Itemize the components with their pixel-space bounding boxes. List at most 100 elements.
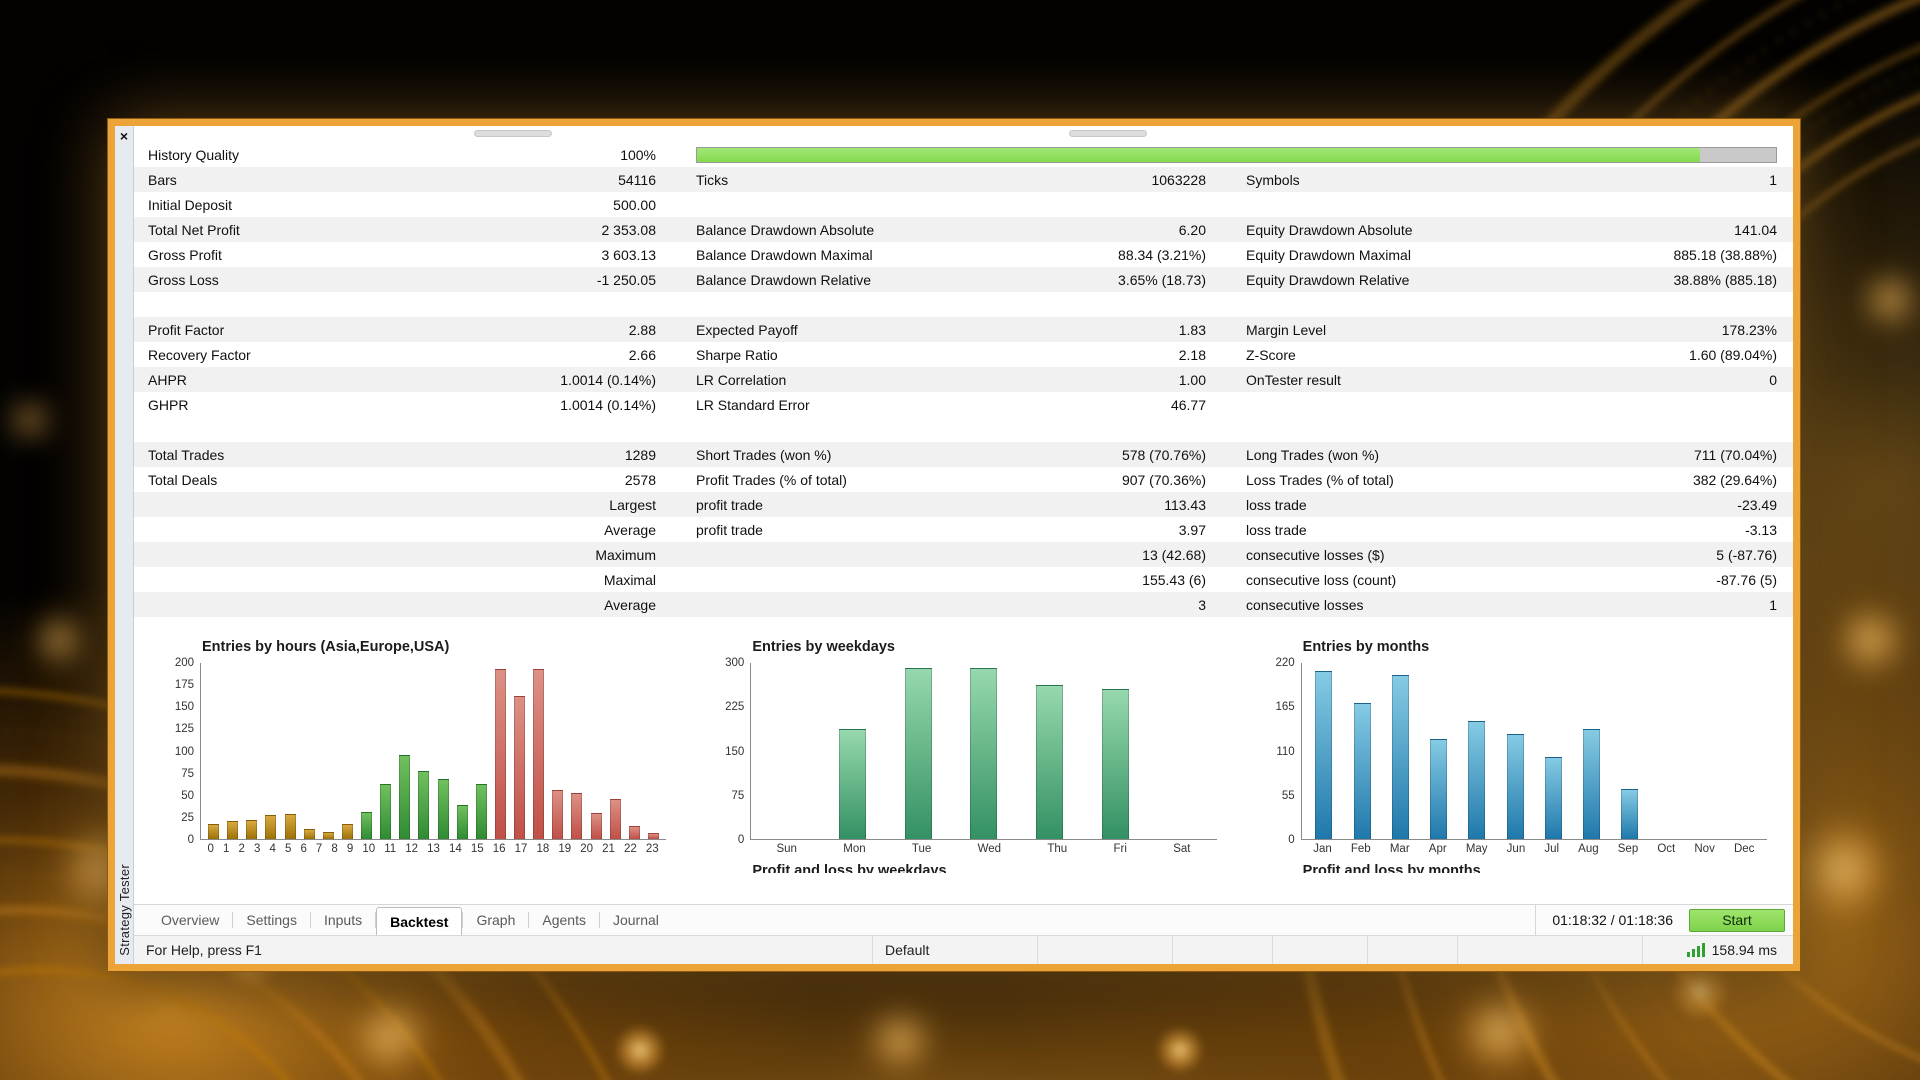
- stats-row: [134, 292, 1793, 317]
- tab-separator: [462, 912, 464, 928]
- stats-row: [134, 417, 1793, 442]
- chart-body: 220 165 110 55 0 Jan Feb Mar Apr May Jun Jul Aug Sep O…: [1265, 657, 1767, 855]
- status-bar: For Help, press F1 Default 158.94 ms: [134, 935, 1793, 964]
- stats-row: History Quality 100%: [134, 142, 1793, 167]
- tab-agents[interactable]: Agents: [542, 912, 586, 928]
- stats-row: Total Deals 2578 Profit Trades (% of total…: [134, 467, 1793, 492]
- tab-bar: Overview Settings Inputs Backtest Graph Agent…: [134, 904, 1793, 935]
- stat-cell: 13 (42.68): [664, 547, 1214, 563]
- stat-value: 2.18: [1178, 346, 1206, 363]
- status-profile[interactable]: Default: [873, 936, 1038, 964]
- bar: [322, 831, 334, 839]
- stat-value: 0: [1769, 371, 1777, 388]
- stat-value: 1289: [624, 446, 656, 463]
- bar: [1506, 734, 1524, 839]
- tab-separator: [528, 912, 530, 928]
- stat-cell: Expected Payoff 1.83: [664, 322, 1214, 338]
- x-tick-label: 21: [602, 843, 615, 855]
- tab-journal[interactable]: Journal: [612, 912, 659, 928]
- stat-cell: Balance Drawdown Relative 3.65% (18.73): [664, 272, 1214, 288]
- tab-settings[interactable]: Settings: [246, 912, 297, 928]
- stat-label: Short Trades (won %): [696, 446, 832, 463]
- tab-overview[interactable]: Overview: [161, 912, 220, 928]
- strategy-tester-window: × Strategy Tester History Quality 100% Bar…: [108, 119, 1800, 971]
- stat-value: Average: [604, 521, 656, 538]
- connection-signal-icon: [1686, 943, 1705, 957]
- stat-label: Balance Drawdown Maximal: [696, 246, 873, 263]
- bar: [265, 815, 277, 839]
- chart-body: 200 175 150 125 100 75 50 25 0 0 1 2 3 4 5 6 7 8 9 10 11 12 13…: [164, 657, 667, 855]
- stat-value: 54116: [618, 171, 656, 188]
- stat-cell: Maximum: [134, 547, 664, 563]
- stat-label: Bars: [148, 171, 177, 188]
- stats-row: Bars 54116 Ticks 1063228 Symbols 1: [134, 167, 1793, 192]
- bar: [1430, 739, 1448, 839]
- status-empty-cell: [1038, 936, 1173, 964]
- stat-cell: 3: [664, 597, 1214, 613]
- x-tick-label: 1: [223, 843, 230, 855]
- bar: [399, 754, 411, 839]
- bar: [552, 789, 564, 839]
- stat-value: -87.76 (5): [1716, 571, 1777, 588]
- stat-value: 100%: [620, 146, 656, 163]
- drag-handle[interactable]: [1069, 130, 1147, 137]
- x-tick-label: Fri: [1113, 843, 1127, 855]
- stat-value: 578 (70.76%): [1121, 446, 1206, 463]
- plot: [1300, 663, 1767, 840]
- bar: [609, 799, 621, 839]
- x-tick-label: Sat: [1173, 843, 1191, 855]
- chart-entries-by-months: Entries by months 220 165 110 55 0 Jan Feb Mar Ap…: [1265, 639, 1767, 904]
- stat-label: Gross Loss: [148, 271, 219, 288]
- connection-latency: 158.94 ms: [1711, 942, 1777, 958]
- stat-label: Ticks: [696, 171, 729, 188]
- stat-value: 178.23%: [1721, 321, 1777, 338]
- plot: [200, 663, 667, 840]
- stat-label: Balance Drawdown Relative: [696, 271, 872, 288]
- bar: [628, 825, 640, 839]
- start-button[interactable]: Start: [1689, 908, 1785, 932]
- stat-value: 500.00: [613, 196, 656, 213]
- bar: [514, 696, 526, 839]
- stat-value: 885.18 (38.88%): [1673, 246, 1777, 263]
- clipped-next-chart-title: Profit and loss by months: [1302, 863, 1481, 873]
- x-tick-label: May: [1465, 843, 1488, 855]
- y-tick-label: 55: [1281, 789, 1295, 802]
- stats-row: Maximum 13 (42.68) consecutive losses ($) 5…: [134, 542, 1793, 567]
- tab-graph[interactable]: Graph: [476, 912, 516, 928]
- y-tick-label: 200: [174, 657, 194, 669]
- stat-value: 2.88: [628, 321, 656, 338]
- stat-label: Total Trades: [148, 446, 225, 463]
- stat-value: 13 (42.68): [1142, 546, 1206, 563]
- status-empty-cell: [1173, 936, 1273, 964]
- stat-value: 382 (29.64%): [1692, 471, 1777, 488]
- x-tick-label: Sep: [1617, 843, 1639, 855]
- x-tick-label: Sun: [776, 843, 797, 855]
- chart-body: 300 225 150 75 0 Sun Mon Tue Wed Thu Fri Sat: [714, 657, 1217, 855]
- close-icon[interactable]: ×: [119, 128, 129, 144]
- stat-label: LR Correlation: [696, 371, 787, 388]
- stat-cell: Average: [134, 522, 664, 538]
- stat-cell: Z-Score 1.60 (89.04%): [1214, 347, 1793, 363]
- stat-value: 3.65% (18.73): [1118, 271, 1206, 288]
- stat-value: 38.88% (885.18): [1673, 271, 1777, 288]
- bar: [1315, 671, 1333, 839]
- x-tick-label: Mon: [843, 843, 866, 855]
- tab-inputs[interactable]: Inputs: [323, 912, 363, 928]
- stat-cell: Balance Drawdown Absolute 6.20: [664, 222, 1214, 238]
- drag-handle[interactable]: [474, 130, 552, 137]
- chart-title: Entries by weekdays: [752, 639, 895, 655]
- stat-cell: 155.43 (6): [664, 572, 1214, 588]
- x-tick-label: Mar: [1389, 843, 1410, 855]
- stat-value: Maximal: [603, 571, 656, 588]
- stats-row: Average profit trade 3.97 loss trade -3.13: [134, 517, 1793, 542]
- x-tick-label: Dec: [1733, 843, 1755, 855]
- stat-cell: Total Deals 2578: [134, 472, 664, 488]
- y-tick-label: 50: [181, 789, 194, 802]
- bar: [246, 819, 258, 839]
- stat-value: 907 (70.36%): [1121, 471, 1206, 488]
- y-tick-label: 125: [174, 723, 194, 736]
- stat-label: Profit Factor: [148, 321, 225, 338]
- stat-value: 155.43 (6): [1142, 571, 1206, 588]
- tab-backtest[interactable]: Backtest: [376, 907, 463, 935]
- stat-value: 3: [1198, 596, 1206, 613]
